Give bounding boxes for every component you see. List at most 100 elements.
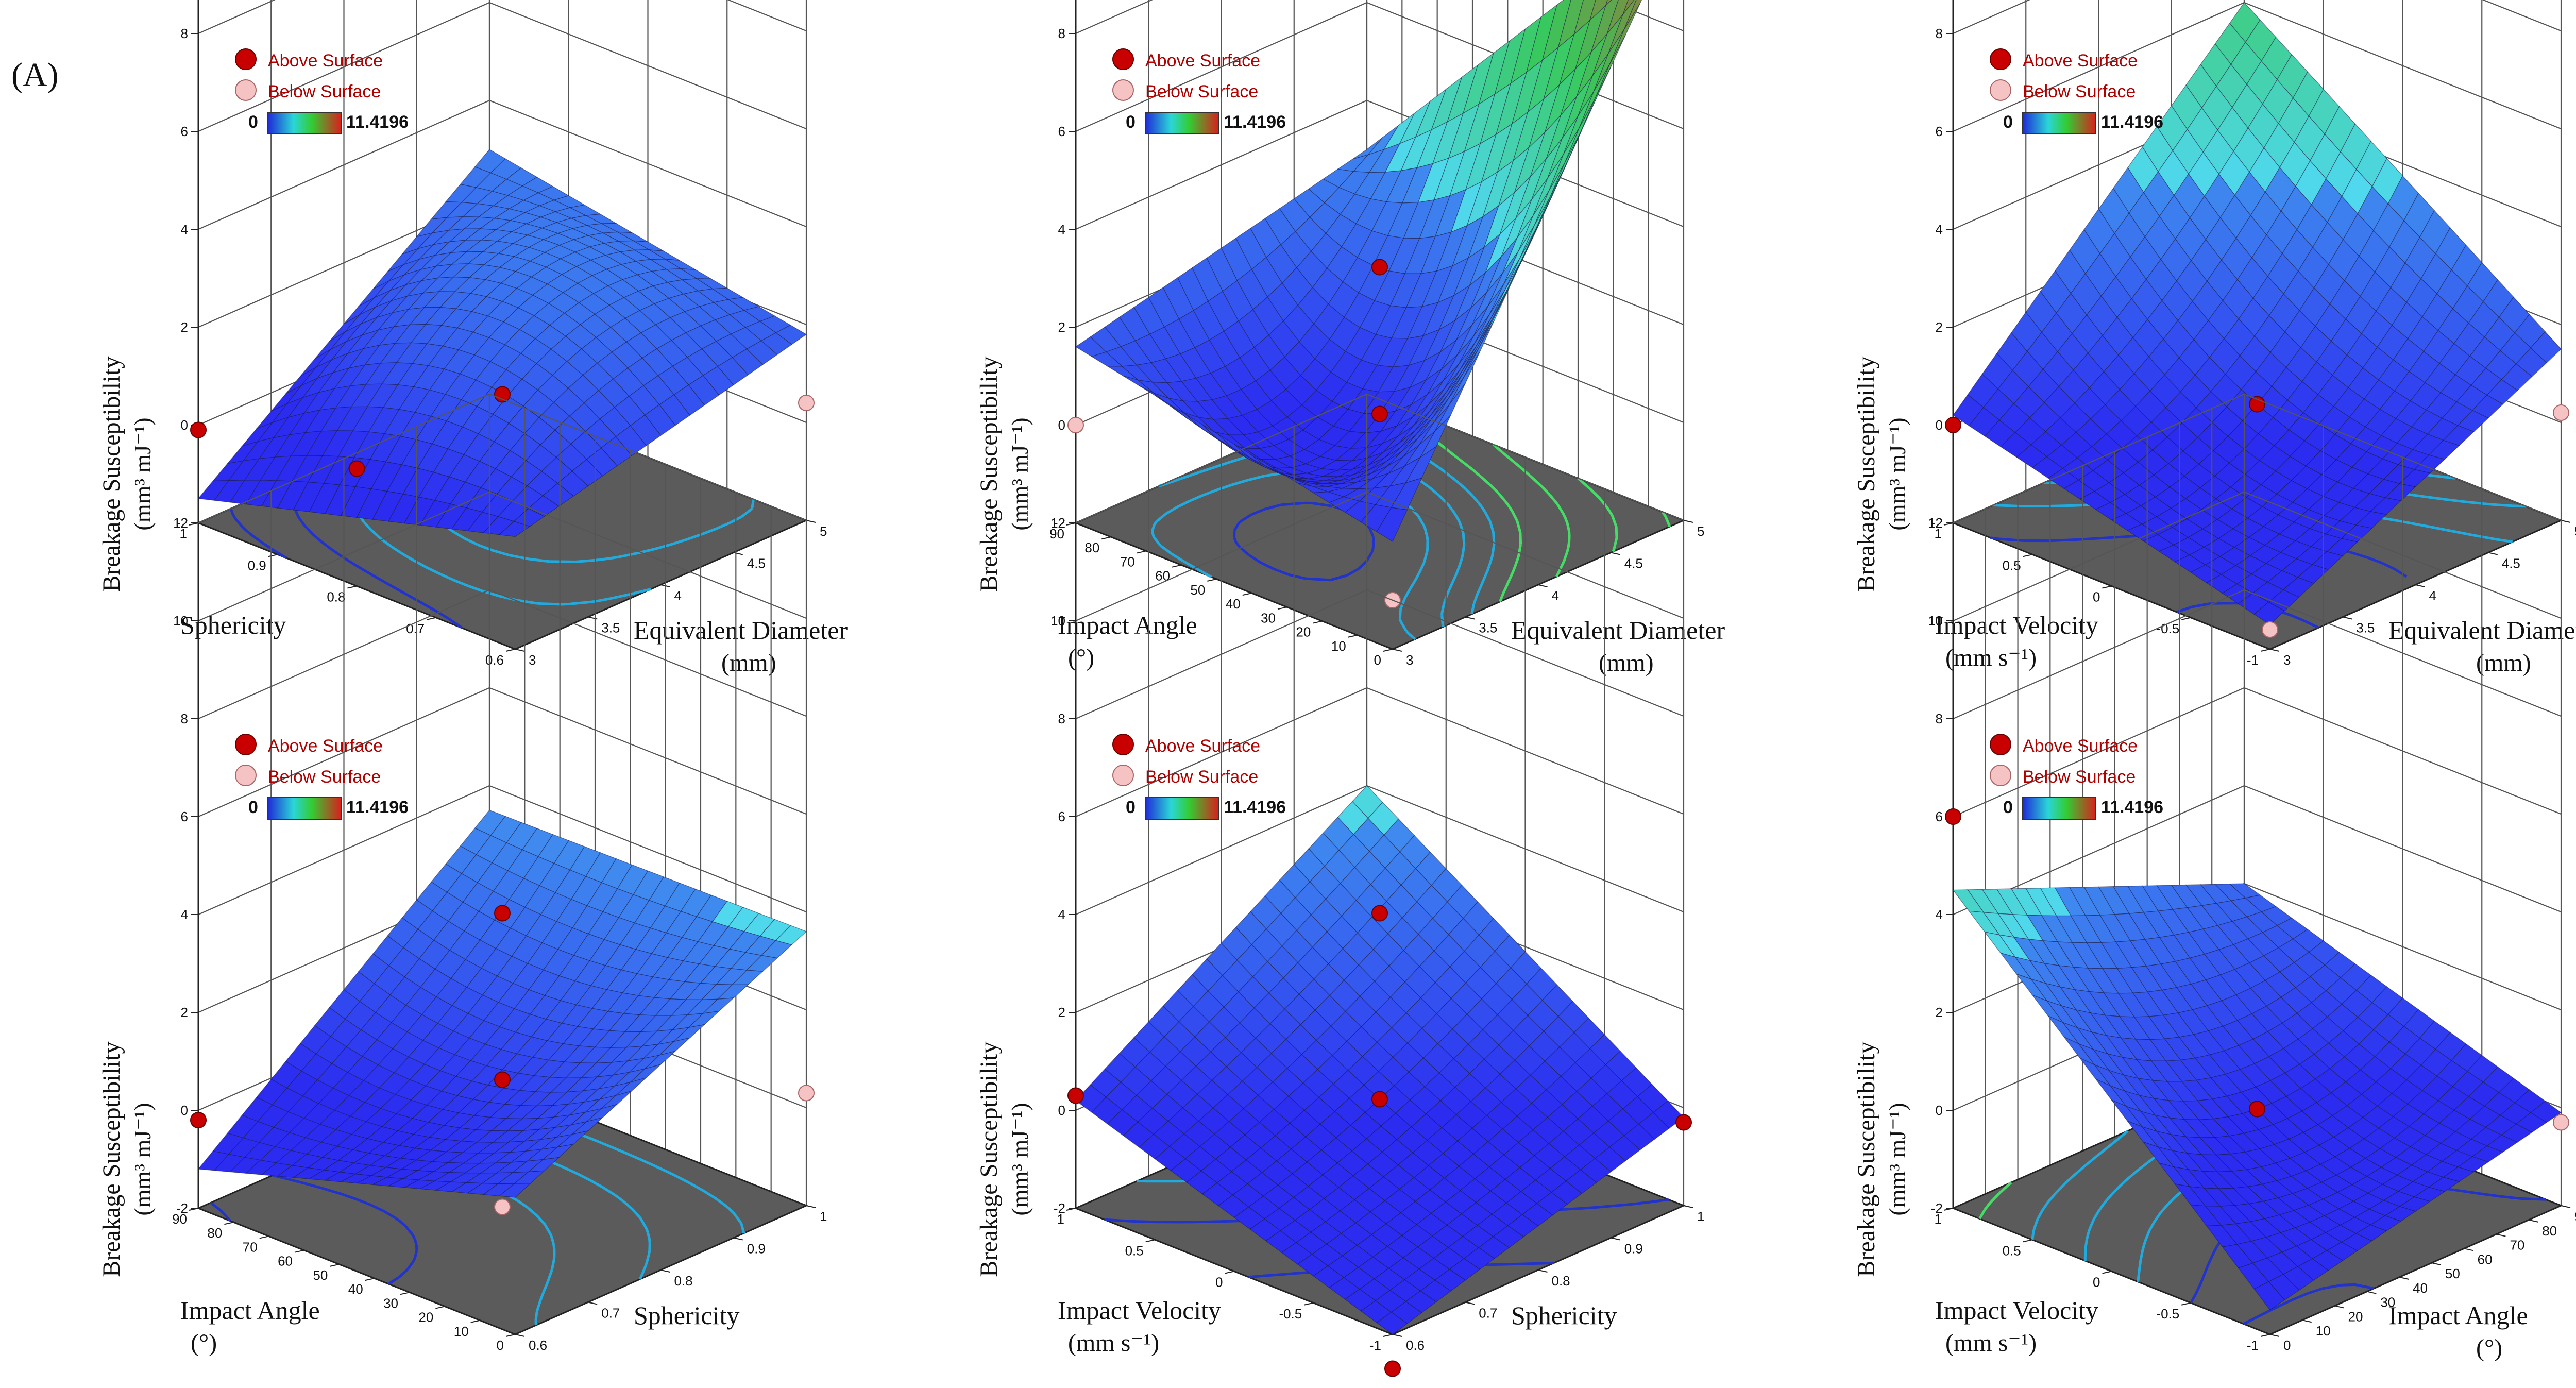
x-tick xyxy=(1683,520,1693,523)
contour-line xyxy=(210,1201,231,1222)
x-tick-label: 0.6 xyxy=(529,1338,547,1353)
x-tick xyxy=(2367,1291,2377,1294)
y-tick-label: 70 xyxy=(1120,554,1135,569)
x-tick xyxy=(588,1301,598,1305)
legend-above-label: Above Surface xyxy=(2023,736,2138,756)
contour-line xyxy=(1493,444,1571,578)
y-tick xyxy=(2181,617,2191,620)
point-above-surface xyxy=(348,460,365,477)
y-tick xyxy=(347,585,357,589)
response-surface xyxy=(1953,2,2562,625)
z-tick-label: 4 xyxy=(1058,222,1065,237)
x-tick xyxy=(1683,1205,1693,1208)
z-axis-unit: (mm³ mJ⁻¹) xyxy=(1884,1103,1910,1215)
z-tick-label: 6 xyxy=(1936,124,1943,139)
y-tick xyxy=(365,1278,375,1281)
surface-cell xyxy=(1376,1312,1408,1335)
y-tick xyxy=(2181,1302,2191,1306)
point-below-surface xyxy=(2553,404,2569,421)
y-tick xyxy=(1137,550,1146,554)
y-tick xyxy=(1383,649,1393,652)
x-tick-label: 3.5 xyxy=(2356,620,2375,636)
surface-cell xyxy=(1376,507,1408,542)
y-tick xyxy=(400,1292,410,1295)
response-surface xyxy=(1952,883,2562,1311)
y-tick xyxy=(1207,578,1217,582)
x-axis-unit: (mm) xyxy=(1599,649,1654,676)
z-tick-label: 0 xyxy=(1936,417,1943,433)
legend: Above Surface Below Surface 0 11.4196 xyxy=(235,48,409,134)
y-tick xyxy=(1313,620,1323,624)
z-tick-label: 6 xyxy=(1936,809,1943,824)
x-tick-label: 0.6 xyxy=(1406,1338,1425,1353)
y-tick-label: 0.8 xyxy=(327,589,345,605)
z-axis-title: Breakage Susceptibility xyxy=(98,1041,125,1277)
x-tick-label: 0.8 xyxy=(1552,1273,1570,1289)
z-tick-label: 8 xyxy=(181,711,188,726)
contour-line xyxy=(272,1174,418,1285)
legend-below-marker xyxy=(235,765,257,786)
panel-label: (A) xyxy=(11,56,59,94)
contour-line xyxy=(1577,477,1618,552)
design-points xyxy=(190,905,815,1215)
x-tick xyxy=(2343,616,2352,620)
chart-panel-6: 0102030405060708090-1-0.500.51-202468101… xyxy=(1853,393,2576,1362)
point-above-surface xyxy=(190,1112,207,1128)
legend: Above Surface Below Surface 0 11.4196 xyxy=(1112,48,1286,134)
y-tick-label: 0.6 xyxy=(485,652,504,668)
point-below-surface xyxy=(798,1085,815,1102)
y-tick xyxy=(294,1249,304,1253)
y-tick-label: 50 xyxy=(313,1267,328,1283)
z-axis-title: Breakage Susceptibility xyxy=(1853,1041,1880,1277)
legend-colorbar xyxy=(2022,112,2096,134)
x-tick-label: 5 xyxy=(820,523,827,539)
legend: Above Surface Below Surface 0 11.4196 xyxy=(1112,734,1286,820)
x-tick-label: 4.5 xyxy=(747,556,766,571)
x-tick xyxy=(2269,649,2280,652)
response-surface xyxy=(197,149,807,537)
z-tick-label: 8 xyxy=(1936,711,1943,726)
y-tick xyxy=(1172,564,1182,568)
legend-below-marker xyxy=(1112,79,1134,101)
point-above-surface xyxy=(1384,1360,1401,1377)
y-tick-label: -1 xyxy=(1369,1338,1381,1353)
y-axis-title: Impact Velocity xyxy=(1935,1296,2098,1325)
y-axis-title: Impact Angle xyxy=(180,1296,320,1325)
y-tick xyxy=(1383,1334,1393,1337)
y-tick-label: 1 xyxy=(1057,1211,1064,1227)
z-tick-label: 0 xyxy=(1936,1103,1943,1118)
legend-below-label: Below Surface xyxy=(1145,767,1258,787)
legend-scale-min: 0 xyxy=(248,112,258,132)
x-tick xyxy=(588,616,598,620)
z-tick-label: 12 xyxy=(1928,515,1943,531)
x-tick-label: 0.9 xyxy=(747,1241,766,1257)
z-tick-label: 4 xyxy=(181,222,188,237)
x-tick-label: 3 xyxy=(1406,652,1413,668)
y-tick-label: 20 xyxy=(418,1310,433,1325)
x-tick-label: 20 xyxy=(2348,1309,2363,1324)
x-tick xyxy=(2561,520,2571,523)
z-tick-label: -2 xyxy=(1054,1200,1065,1216)
y-tick-label: -0.5 xyxy=(1279,1306,1302,1322)
legend-below-label: Below Surface xyxy=(2023,82,2136,101)
legend-below-marker xyxy=(1990,765,2011,786)
legend-above-label: Above Surface xyxy=(1145,736,1260,756)
z-axis-unit: (mm³ mJ⁻¹) xyxy=(1884,417,1910,530)
legend-scale-max: 11.4196 xyxy=(346,112,409,132)
y-tick xyxy=(1101,536,1111,540)
x-tick-label: 1 xyxy=(820,1209,827,1224)
legend-scale-max: 11.4196 xyxy=(1224,112,1286,132)
x-tick xyxy=(515,649,525,652)
legend-below-label: Below Surface xyxy=(2023,767,2136,787)
z-tick-label: -2 xyxy=(176,1200,188,1216)
point-above-surface xyxy=(494,905,511,922)
y-tick xyxy=(427,617,436,620)
x-tick xyxy=(806,520,816,523)
y-tick-label: 0.9 xyxy=(248,557,266,573)
legend-above-marker xyxy=(1112,48,1134,70)
x-tick xyxy=(2431,1262,2442,1266)
x-tick-label: 50 xyxy=(2445,1266,2460,1281)
x-tick-label: 3.5 xyxy=(601,620,620,636)
